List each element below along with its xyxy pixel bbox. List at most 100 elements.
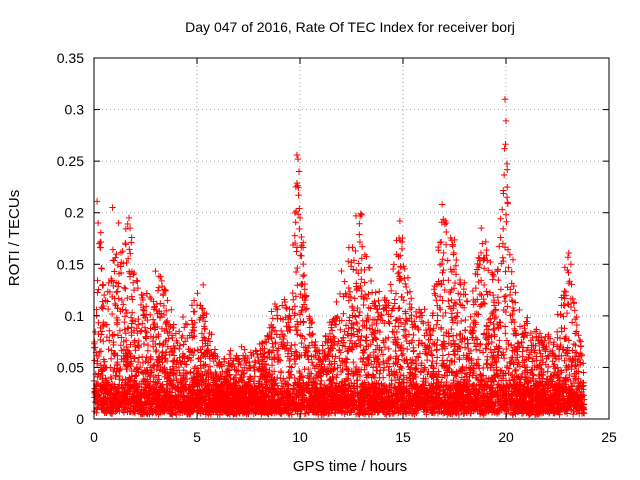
- data-point: [305, 356, 312, 363]
- data-point: [376, 288, 383, 295]
- data-point: [499, 254, 506, 261]
- data-point: [372, 289, 379, 296]
- data-point: [453, 256, 460, 264]
- data-point: [396, 304, 403, 312]
- data-point: [194, 289, 201, 297]
- data-point: [147, 325, 154, 332]
- data-point: [456, 296, 463, 304]
- data-point: [501, 145, 508, 152]
- data-point: [389, 328, 396, 335]
- data-point: [374, 309, 382, 317]
- data-point: [351, 295, 358, 302]
- data-point: [482, 334, 489, 342]
- data-point: [170, 324, 177, 332]
- data-point: [478, 291, 485, 299]
- data-point: [499, 225, 507, 233]
- data-point: [483, 246, 490, 254]
- data-point: [451, 279, 459, 287]
- data-point: [423, 351, 431, 359]
- data-point: [358, 255, 365, 262]
- data-point: [297, 332, 304, 339]
- data-point: [134, 358, 142, 366]
- data-point: [379, 337, 387, 344]
- data-point: [273, 312, 281, 319]
- data-point: [504, 183, 511, 191]
- data-point: [461, 344, 469, 351]
- data-point: [238, 343, 245, 350]
- data-point: [97, 336, 104, 344]
- data-point: [502, 268, 509, 275]
- data-point: [572, 362, 580, 370]
- data-point: [277, 367, 285, 375]
- data-point: [472, 284, 480, 292]
- data-point: [484, 267, 492, 274]
- data-point: [333, 298, 340, 306]
- data-point: [97, 244, 104, 251]
- data-point: [506, 251, 514, 258]
- data-point: [429, 352, 436, 359]
- data-point: [491, 331, 498, 339]
- data-point: [402, 280, 409, 288]
- data-point: [352, 313, 359, 321]
- data-point: [415, 354, 422, 361]
- data-point: [504, 199, 511, 206]
- data-point: [142, 328, 150, 335]
- data-point: [502, 330, 509, 337]
- data-point: [109, 246, 117, 253]
- data-point: [447, 357, 455, 364]
- data-point: [418, 359, 425, 367]
- data-point: [117, 342, 125, 349]
- data-point: [142, 334, 149, 341]
- data-point: [311, 342, 319, 350]
- data-point: [318, 377, 325, 385]
- data-point: [118, 296, 126, 304]
- data-point: [535, 336, 542, 344]
- chart-title: Day 047 of 2016, Rate Of TEC Index for r…: [185, 19, 515, 35]
- data-point: [390, 261, 398, 268]
- data-point: [143, 290, 151, 297]
- data-point: [344, 258, 352, 265]
- data-point: [157, 273, 164, 281]
- data-point: [564, 254, 572, 261]
- data-point: [501, 323, 509, 330]
- grid-lines: [94, 58, 609, 419]
- data-point: [355, 312, 363, 319]
- data-point: [164, 297, 171, 304]
- data-point: [241, 370, 248, 378]
- data-point: [561, 288, 568, 295]
- data-point: [155, 372, 162, 379]
- data-point: [426, 336, 434, 343]
- data-point: [432, 292, 439, 299]
- data-point: [570, 340, 578, 348]
- data-point: [134, 329, 141, 337]
- data-point: [120, 301, 127, 308]
- data-point: [512, 366, 520, 374]
- data-point: [144, 341, 152, 349]
- data-point: [121, 318, 128, 326]
- data-point: [199, 305, 206, 312]
- data-point: [433, 297, 440, 304]
- data-point: [121, 326, 128, 333]
- data-point: [403, 345, 411, 353]
- data-point: [358, 287, 365, 295]
- data-point: [100, 338, 107, 345]
- data-point: [509, 376, 517, 383]
- data-point: [155, 284, 162, 291]
- data-point: [385, 345, 392, 353]
- data-point: [128, 309, 136, 316]
- data-point: [443, 228, 450, 236]
- data-point: [427, 351, 435, 358]
- data-point: [210, 357, 217, 365]
- data-point: [110, 338, 117, 346]
- data-point: [139, 320, 146, 327]
- data-point: [117, 249, 125, 256]
- data-point: [340, 310, 347, 317]
- data-point: [472, 334, 480, 342]
- data-point: [421, 306, 428, 313]
- data-point: [273, 303, 280, 310]
- data-point: [524, 314, 531, 321]
- data-point: [292, 219, 299, 226]
- data-point: [290, 296, 297, 303]
- data-point: [438, 219, 445, 226]
- data-point: [496, 345, 503, 352]
